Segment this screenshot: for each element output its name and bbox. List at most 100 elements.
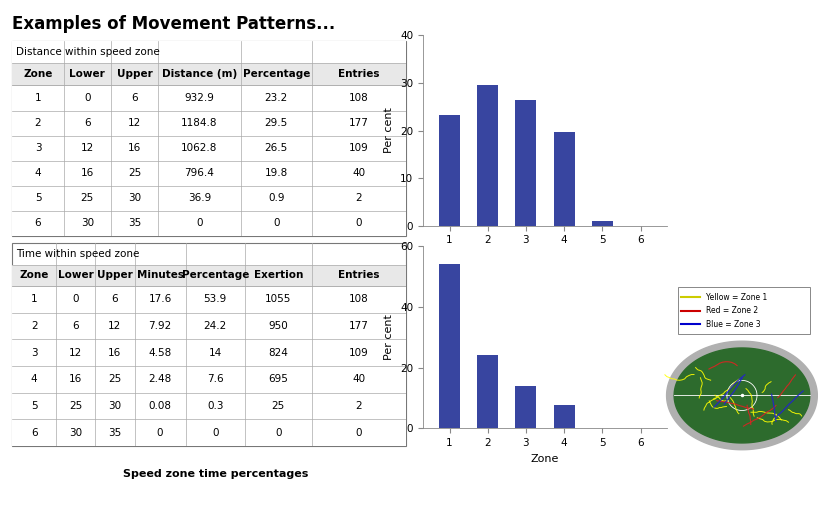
Text: Entries: Entries: [338, 69, 379, 79]
Bar: [515, 100, 536, 226]
Text: Red = Zone 2: Red = Zone 2: [705, 306, 757, 315]
X-axis label: Zone: Zone: [530, 454, 559, 464]
Text: 6: 6: [72, 321, 79, 331]
Text: 17.6: 17.6: [148, 294, 171, 304]
Text: 177: 177: [349, 321, 368, 331]
Text: 4.58: 4.58: [148, 348, 171, 358]
Text: 0.3: 0.3: [207, 401, 224, 411]
Text: 23.2: 23.2: [264, 93, 287, 103]
Text: 25: 25: [108, 374, 121, 384]
Text: 0: 0: [275, 428, 282, 438]
Text: Percentage: Percentage: [181, 270, 248, 280]
Text: 0: 0: [72, 294, 79, 304]
Text: Entries: Entries: [338, 270, 379, 280]
Text: 16: 16: [80, 168, 94, 178]
Text: 950: 950: [268, 321, 288, 331]
Text: 1055: 1055: [265, 294, 291, 304]
Text: Time within speed zone: Time within speed zone: [17, 249, 140, 259]
Text: 3: 3: [35, 143, 41, 153]
Bar: [553, 131, 574, 226]
FancyBboxPatch shape: [677, 287, 809, 334]
Text: 796.4: 796.4: [185, 168, 214, 178]
Text: 12: 12: [69, 348, 82, 358]
Bar: [515, 386, 536, 428]
Y-axis label: Per cent: Per cent: [384, 107, 394, 154]
Text: 12: 12: [80, 143, 94, 153]
Text: 0: 0: [355, 218, 362, 228]
Text: 4: 4: [35, 168, 41, 178]
Text: Zone: Zone: [23, 69, 53, 79]
Text: 109: 109: [349, 348, 368, 358]
Text: 19.8: 19.8: [264, 168, 287, 178]
Text: 1: 1: [35, 93, 41, 103]
Text: Distance within speed zone: Distance within speed zone: [17, 47, 160, 57]
Text: 29.5: 29.5: [264, 118, 287, 128]
Text: Exertion: Exertion: [253, 270, 302, 280]
Text: 30: 30: [128, 193, 141, 203]
Text: 4: 4: [31, 374, 37, 384]
FancyBboxPatch shape: [12, 86, 406, 111]
Text: 14: 14: [209, 348, 222, 358]
Text: 7.6: 7.6: [207, 374, 224, 384]
Text: Blue = Zone 3: Blue = Zone 3: [705, 319, 759, 329]
Text: 0: 0: [272, 218, 279, 228]
Text: 2: 2: [35, 118, 41, 128]
Text: 35: 35: [108, 428, 121, 438]
Text: 25: 25: [69, 401, 82, 411]
Text: 0: 0: [196, 218, 203, 228]
Y-axis label: Per cent: Per cent: [384, 314, 394, 360]
Text: Upper: Upper: [117, 69, 152, 79]
Text: 5: 5: [31, 401, 37, 411]
Text: 53.9: 53.9: [204, 294, 227, 304]
Bar: [553, 405, 574, 428]
Text: Percentage: Percentage: [243, 69, 310, 79]
Polygon shape: [666, 341, 816, 450]
Text: 35: 35: [128, 218, 141, 228]
Text: 40: 40: [352, 374, 365, 384]
Text: 695: 695: [268, 374, 288, 384]
FancyBboxPatch shape: [12, 211, 406, 236]
Text: Upper: Upper: [97, 270, 132, 280]
Text: 1062.8: 1062.8: [181, 143, 218, 153]
Text: 0: 0: [84, 93, 90, 103]
Text: 177: 177: [349, 118, 368, 128]
Text: 12: 12: [108, 321, 121, 331]
Text: 25: 25: [272, 401, 285, 411]
Text: 109: 109: [349, 143, 368, 153]
Bar: [439, 265, 460, 428]
FancyBboxPatch shape: [12, 186, 406, 211]
FancyBboxPatch shape: [12, 135, 406, 161]
Bar: [591, 222, 612, 226]
Text: 25: 25: [80, 193, 94, 203]
Text: 26.5: 26.5: [264, 143, 287, 153]
Text: 30: 30: [69, 428, 82, 438]
Text: 0: 0: [156, 428, 163, 438]
Text: 36.9: 36.9: [188, 193, 211, 203]
FancyBboxPatch shape: [12, 161, 406, 186]
FancyBboxPatch shape: [12, 243, 406, 446]
Text: 25: 25: [128, 168, 141, 178]
FancyBboxPatch shape: [12, 393, 406, 419]
Text: 0.08: 0.08: [148, 401, 171, 411]
Bar: [591, 427, 612, 428]
Text: 932.9: 932.9: [185, 93, 214, 103]
Text: 108: 108: [349, 294, 368, 304]
Text: Lower: Lower: [57, 270, 94, 280]
Text: Zone: Zone: [19, 270, 49, 280]
Text: 6: 6: [84, 118, 90, 128]
Text: Distance (m): Distance (m): [161, 69, 237, 79]
FancyBboxPatch shape: [12, 41, 406, 236]
Text: Examples of Movement Patterns...: Examples of Movement Patterns...: [12, 15, 335, 33]
FancyBboxPatch shape: [12, 41, 406, 63]
Text: 12: 12: [128, 118, 141, 128]
FancyBboxPatch shape: [12, 265, 406, 286]
Text: 6: 6: [31, 428, 37, 438]
FancyBboxPatch shape: [12, 419, 406, 446]
Text: 0: 0: [355, 428, 362, 438]
Text: 40: 40: [352, 168, 365, 178]
Text: 16: 16: [69, 374, 82, 384]
Text: 824: 824: [268, 348, 288, 358]
FancyBboxPatch shape: [12, 111, 406, 135]
Bar: [477, 355, 498, 428]
Text: Yellow = Zone 1: Yellow = Zone 1: [705, 293, 766, 302]
